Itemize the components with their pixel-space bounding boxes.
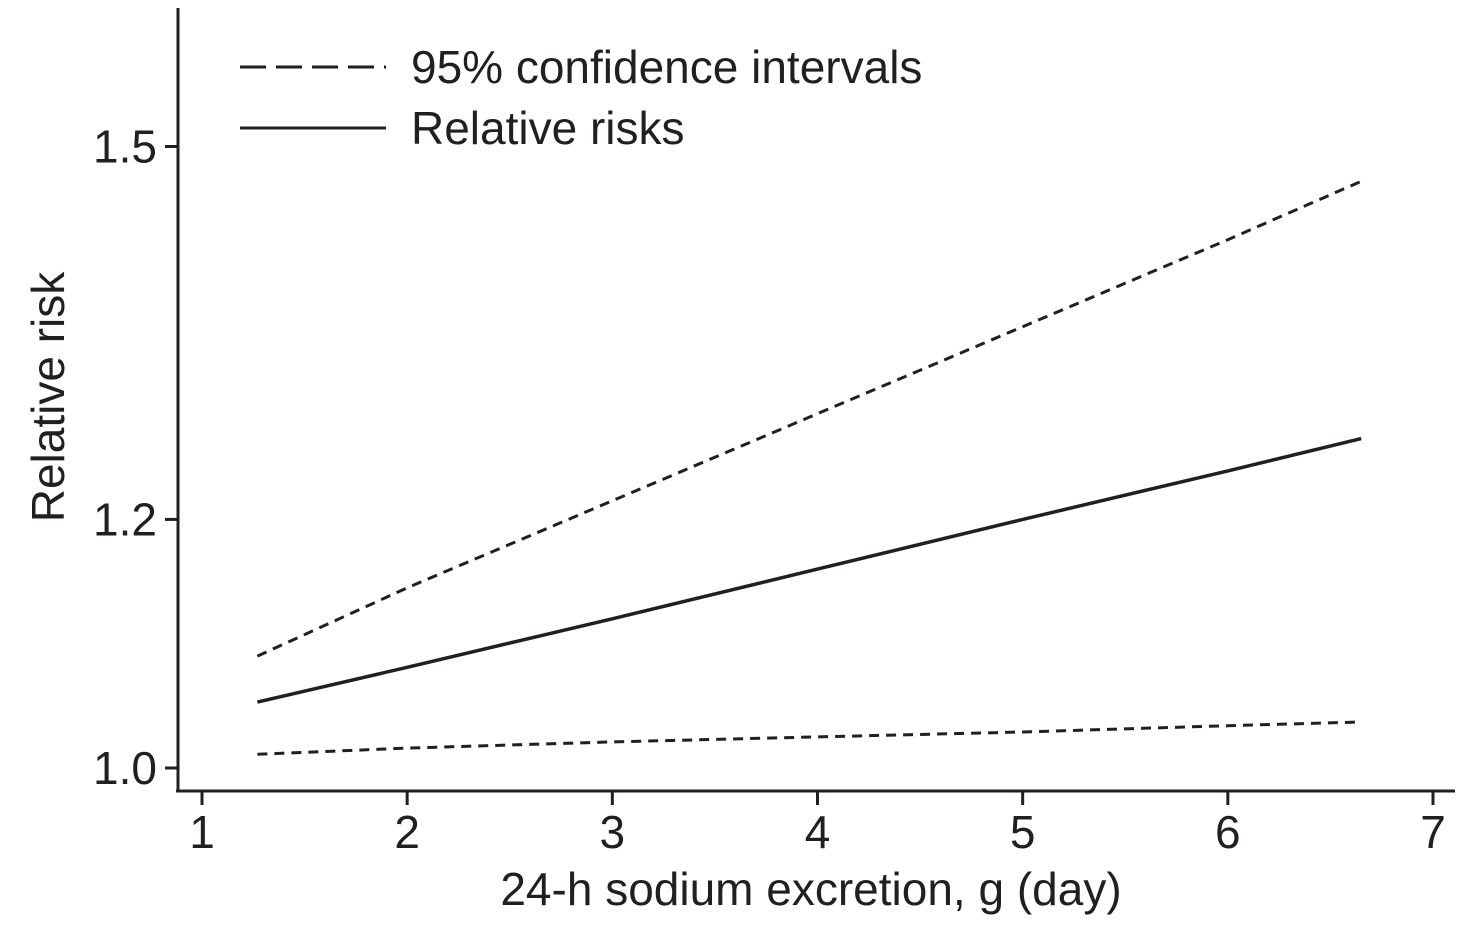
x-tick-label: 1 xyxy=(189,806,215,858)
y-ticks: 1.01.21.51.8 xyxy=(93,121,178,794)
y-tick-label: 1.5 xyxy=(93,121,157,173)
x-tick-label: 6 xyxy=(1215,806,1241,858)
x-tick-label: 7 xyxy=(1420,806,1446,858)
x-tick-label: 4 xyxy=(805,806,831,858)
axes xyxy=(176,8,1455,793)
legend-label-confidence: 95% confidence intervals xyxy=(411,41,922,93)
y-axis-title: Relative risk xyxy=(22,271,74,523)
x-tick-label: 3 xyxy=(600,806,626,858)
x-axis-title: 24-h sodium excretion, g (day) xyxy=(500,863,1121,915)
x-tick-label: 5 xyxy=(1010,806,1036,858)
confidence-interval-line-upper xyxy=(256,179,1362,658)
legend-label-relative-risks: Relative risks xyxy=(411,102,685,154)
confidence-interval-line-lower xyxy=(257,720,1362,756)
series-group xyxy=(256,179,1362,756)
relative-risk-line xyxy=(257,436,1362,704)
x-tick-label: 2 xyxy=(394,806,420,858)
y-tick-label: 1.0 xyxy=(93,742,157,794)
y-tick-label: 1.2 xyxy=(93,493,157,545)
legend: 95% confidence intervals Relative risks xyxy=(240,41,922,154)
x-ticks: 1 2 3 4 5 6 7 xyxy=(189,791,1446,858)
